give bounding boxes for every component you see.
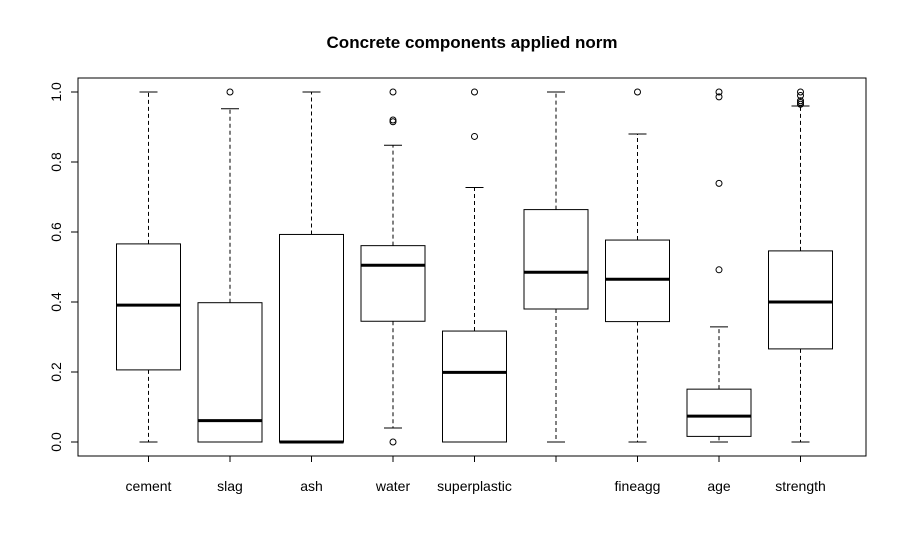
outlier-point <box>471 88 478 96</box>
outlier-point <box>715 179 723 187</box>
outlier-point <box>389 88 397 96</box>
box-strength <box>768 88 833 443</box>
iqr-box <box>279 233 344 443</box>
x-tick-label: superplastic <box>437 478 512 494</box>
box-superplastic <box>442 88 507 443</box>
boxes-group <box>116 88 833 446</box>
outlier-point <box>797 97 804 105</box>
iqr-box <box>360 245 426 322</box>
x-tick-label: water <box>375 478 411 494</box>
x-tick-label: ash <box>300 478 323 494</box>
outlier-point <box>797 92 804 99</box>
box-unlabeled <box>523 91 589 443</box>
outlier-point <box>389 438 397 446</box>
iqr-box <box>116 243 181 371</box>
iqr-box <box>523 209 589 310</box>
y-axis: 0.0 0.2 0.4 0.6 0.8 1.0 <box>48 82 78 452</box>
iqr-box <box>197 302 263 443</box>
y-tick-label: 0.6 <box>48 222 64 242</box>
y-tick-label: 0.2 <box>48 362 64 382</box>
x-tick-label: strength <box>775 478 826 494</box>
iqr-box <box>442 330 507 443</box>
outlier-point <box>715 88 723 96</box>
outlier-point <box>471 132 478 140</box>
y-tick-label: 0.0 <box>48 432 64 452</box>
box-cement <box>116 91 181 443</box>
chart-title: Concrete components applied norm <box>327 33 618 52</box>
outlier-point <box>634 88 641 96</box>
y-tick-label: 0.4 <box>48 292 64 312</box>
iqr-box <box>686 388 752 437</box>
outlier-point <box>797 88 804 96</box>
x-tick-label: fineagg <box>615 478 661 494</box>
iqr-box <box>768 250 833 350</box>
x-tick-label: age <box>707 478 731 494</box>
box-ash <box>279 91 344 444</box>
x-tick-label: cement <box>126 478 172 494</box>
outlier-point <box>715 266 723 274</box>
outlier-point <box>389 118 397 126</box>
x-axis-labels: cement slag ash water superplastic fineagg age… <box>126 456 826 494</box>
outlier-point <box>715 93 723 101</box>
iqr-box <box>605 239 670 323</box>
y-tick-label: 0.8 <box>48 152 64 172</box>
box-water <box>360 88 426 446</box>
box-age <box>686 88 752 443</box>
x-tick-label: slag <box>217 478 243 494</box>
box-slag <box>197 88 263 443</box>
outlier-point <box>226 88 234 96</box>
y-tick-label: 1.0 <box>48 82 64 102</box>
box-fineagg <box>605 88 670 443</box>
